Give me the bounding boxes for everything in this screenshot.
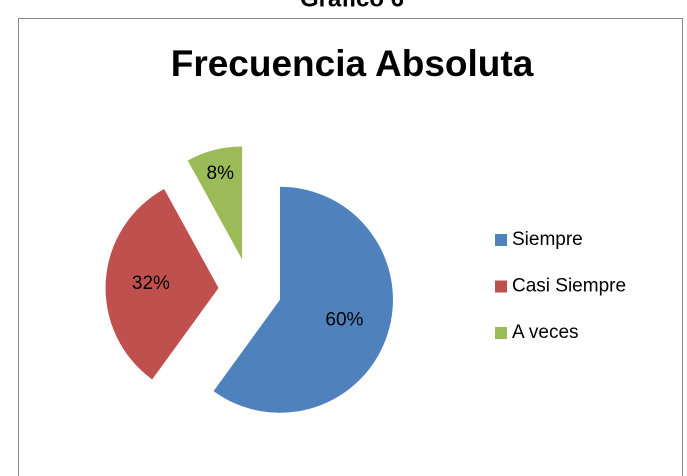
data-label: 8% bbox=[207, 163, 235, 184]
data-label: 60% bbox=[325, 310, 363, 331]
pie-slice bbox=[213, 186, 393, 413]
caption: Gráfico 6 bbox=[300, 0, 404, 12]
legend-swatch bbox=[495, 234, 507, 246]
legend-swatch bbox=[495, 280, 507, 293]
chart-title: Frecuencia Absoluta bbox=[171, 43, 534, 84]
legend-swatch bbox=[495, 327, 507, 339]
pie-slice bbox=[105, 188, 219, 380]
data-label: 32% bbox=[132, 273, 170, 294]
pie-slice bbox=[187, 146, 243, 260]
legend-label: Siempre bbox=[512, 229, 583, 250]
legend-label: A veces bbox=[512, 322, 579, 343]
legend-label: Casi Siempre bbox=[512, 276, 626, 297]
